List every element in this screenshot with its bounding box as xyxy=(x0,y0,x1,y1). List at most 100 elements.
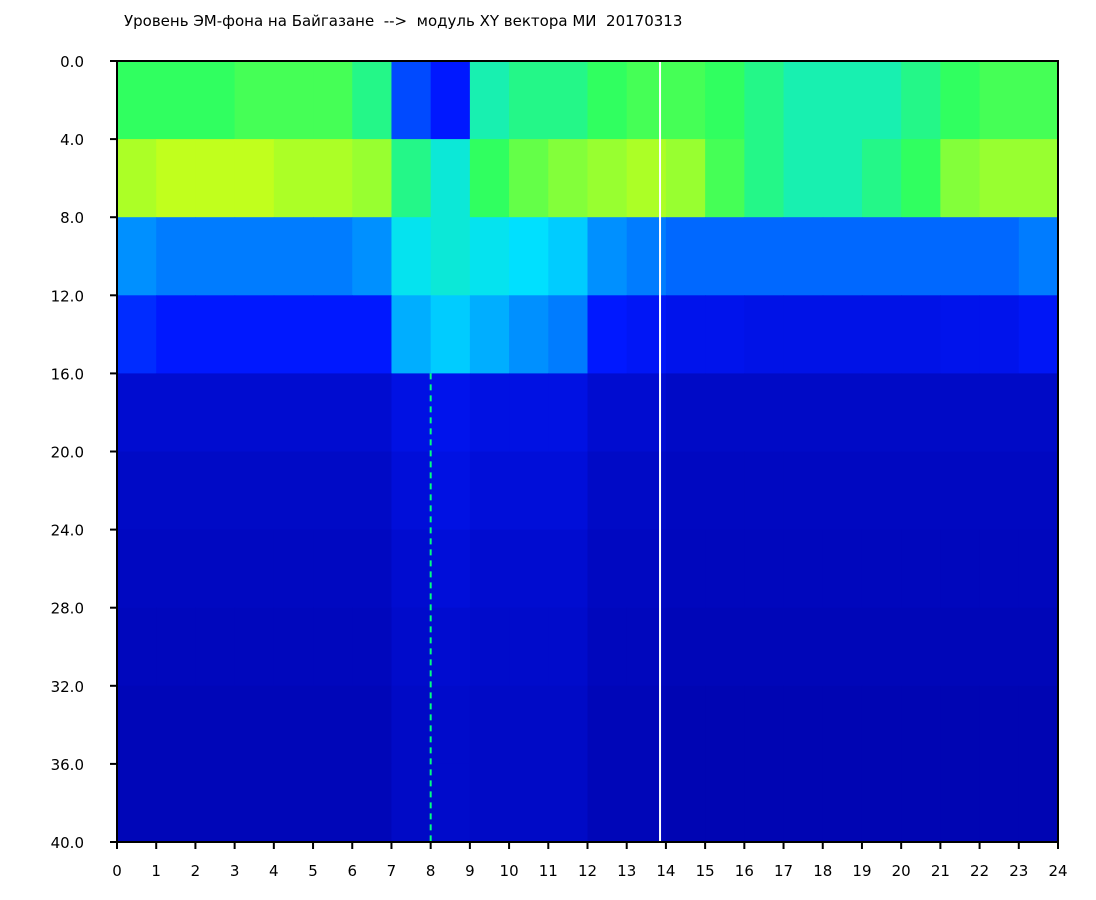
heatmap-cell xyxy=(861,607,902,687)
heatmap-cell xyxy=(744,685,785,765)
heatmap-cell xyxy=(901,529,941,609)
heatmap-cell xyxy=(509,529,549,609)
heatmap-cell xyxy=(744,763,785,843)
heatmap-cell xyxy=(273,295,314,374)
heatmap-cell xyxy=(195,139,236,218)
x-tick-label: 14 xyxy=(656,862,675,880)
heatmap-cell xyxy=(195,295,236,374)
heatmap-cell xyxy=(548,217,588,296)
heatmap-cell xyxy=(587,763,628,843)
x-tick-label: 15 xyxy=(696,862,715,880)
heatmap-cell xyxy=(665,451,706,531)
heatmap-cell xyxy=(979,61,1020,140)
heatmap-cell xyxy=(665,295,706,374)
heatmap-cell xyxy=(352,451,392,531)
x-tick-label: 7 xyxy=(387,862,397,880)
heatmap-cell xyxy=(744,373,785,452)
heatmap-cell xyxy=(273,529,314,609)
heatmap-cell xyxy=(430,451,471,531)
heatmap-cell xyxy=(391,529,432,609)
heatmap-cell xyxy=(783,451,824,531)
x-tick-label: 0 xyxy=(112,862,122,880)
y-tick-label: 4.0 xyxy=(60,131,84,149)
heatmap-cell xyxy=(548,373,588,452)
heatmap-cell xyxy=(705,295,745,374)
heatmap-cell xyxy=(1018,373,1059,452)
heatmap-cell xyxy=(156,373,196,452)
heatmap-cell xyxy=(1018,295,1059,374)
heatmap-cell xyxy=(313,295,353,374)
heatmap-cell xyxy=(430,61,471,140)
heatmap-cell xyxy=(1018,763,1059,843)
heatmap-cell xyxy=(548,139,588,218)
heatmap-cell xyxy=(940,61,981,140)
heatmap-cell xyxy=(1018,451,1059,531)
x-tick-label: 10 xyxy=(500,862,519,880)
heatmap-cell xyxy=(861,529,902,609)
heatmap-cell xyxy=(744,61,785,140)
heatmap-cell xyxy=(744,295,785,374)
heatmap-cell xyxy=(1018,61,1059,140)
heatmap-cell xyxy=(273,61,314,140)
heatmap-cell xyxy=(705,373,745,452)
heatmap-cell xyxy=(273,685,314,765)
heatmap-cell xyxy=(665,685,706,765)
heatmap-cell xyxy=(117,763,157,843)
heatmap-cell xyxy=(234,373,275,452)
heatmap-cell xyxy=(901,295,941,374)
heatmap-cell xyxy=(195,217,236,296)
heatmap-cell xyxy=(234,529,275,609)
heatmap-cell xyxy=(705,607,745,687)
heatmap-cell xyxy=(783,373,824,452)
heatmap-cell xyxy=(469,763,510,843)
x-tick-label: 5 xyxy=(308,862,318,880)
heatmap-cell xyxy=(901,451,941,531)
heatmap-cell xyxy=(979,295,1020,374)
x-tick-label: 20 xyxy=(892,862,911,880)
heatmap-cell xyxy=(783,217,824,296)
heatmap-cell xyxy=(861,451,902,531)
heatmap-cell xyxy=(587,685,628,765)
heatmap-cell xyxy=(744,607,785,687)
heatmap-cell xyxy=(1018,685,1059,765)
heatmap-cell xyxy=(979,763,1020,843)
x-tick-label: 22 xyxy=(970,862,989,880)
heatmap-cell xyxy=(783,685,824,765)
heatmap-cell xyxy=(313,139,353,218)
heatmap-cell xyxy=(861,685,902,765)
heatmap-cell xyxy=(509,373,549,452)
heatmap-cell xyxy=(940,685,981,765)
heatmap-cell xyxy=(665,529,706,609)
heatmap-cell xyxy=(665,217,706,296)
heatmap-cell xyxy=(352,295,392,374)
x-tick-label: 19 xyxy=(852,862,871,880)
heatmap-cell xyxy=(313,607,353,687)
heatmap-cell xyxy=(940,139,981,218)
x-tick-label: 11 xyxy=(539,862,558,880)
heatmap-cell xyxy=(313,373,353,452)
x-tick-label: 18 xyxy=(813,862,832,880)
heatmap-cell xyxy=(822,139,863,218)
heatmap-cell xyxy=(783,295,824,374)
heatmap-cell xyxy=(195,451,236,531)
heatmap-cell xyxy=(391,451,432,531)
heatmap-cell xyxy=(744,139,785,218)
heatmap-cell xyxy=(705,451,745,531)
heatmap-cell xyxy=(822,451,863,531)
x-tick-label: 3 xyxy=(230,862,240,880)
heatmap-cell xyxy=(391,61,432,140)
x-tick-label: 9 xyxy=(465,862,475,880)
heatmap-cell xyxy=(117,685,157,765)
heatmap-cell xyxy=(861,61,902,140)
heatmap-cell xyxy=(117,217,157,296)
heatmap-cell xyxy=(352,61,392,140)
heatmap-cell xyxy=(352,217,392,296)
heatmap-cell xyxy=(783,139,824,218)
heatmap-cell xyxy=(195,373,236,452)
heatmap-cell xyxy=(509,217,549,296)
heatmap-cell xyxy=(234,295,275,374)
heatmap-cell xyxy=(979,685,1020,765)
heatmap-cell xyxy=(587,373,628,452)
y-tick-label: 20.0 xyxy=(51,444,84,462)
heatmap-cell xyxy=(156,529,196,609)
